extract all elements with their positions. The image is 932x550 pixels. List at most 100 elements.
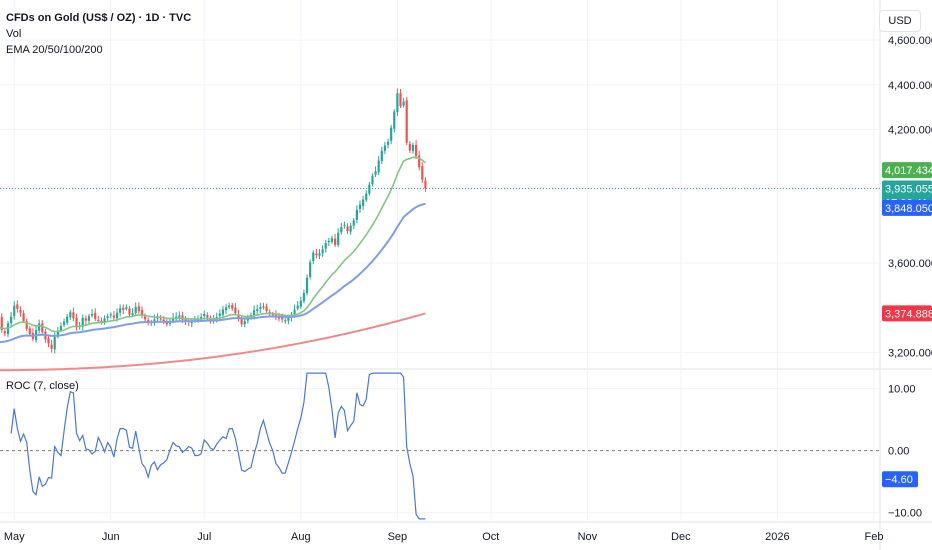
candle-body <box>119 308 122 313</box>
price-tick-label: 4,600.000 <box>888 35 932 47</box>
candle-body <box>399 93 402 107</box>
x-tick-label: Sep <box>388 531 408 543</box>
candle-body <box>271 314 274 316</box>
symbol-title[interactable]: CFDs on Gold (US$ / OZ) · 1D · TVC <box>6 12 192 24</box>
candle-body <box>50 344 53 349</box>
candle-body <box>84 318 87 321</box>
x-tick-label: Dec <box>671 531 691 543</box>
candle-body <box>377 160 380 173</box>
candle-body <box>352 220 355 226</box>
candle-body <box>318 253 321 256</box>
candle-body <box>228 305 231 308</box>
candle-body <box>240 319 243 325</box>
candle-body <box>305 277 309 294</box>
candle-body <box>81 317 84 327</box>
candle-body <box>262 306 265 308</box>
candle-body <box>414 144 418 157</box>
candle-body <box>411 144 415 152</box>
price-tick-label: 3,200.000 <box>888 347 932 359</box>
x-tick-label: Feb <box>864 531 883 543</box>
candle-body <box>386 141 390 145</box>
candle-body <box>47 338 50 344</box>
vol-legend[interactable]: Vol <box>6 28 22 40</box>
candle-body <box>75 317 78 328</box>
candle-body <box>309 262 312 277</box>
candle-body <box>418 155 421 168</box>
candle-body <box>259 306 262 310</box>
candle-body <box>125 307 128 309</box>
x-tick-label: 2026 <box>765 531 789 543</box>
candle-body <box>312 252 315 262</box>
candle-body <box>337 232 340 245</box>
candle-body <box>25 321 28 329</box>
candle-body <box>231 304 234 309</box>
x-tick-label: Jul <box>197 531 211 543</box>
candle-body <box>380 150 383 162</box>
roc-tick-label: 0.00 <box>888 446 909 458</box>
candle-body <box>28 328 31 335</box>
candle-body <box>0 316 3 331</box>
candle-body <box>243 321 246 325</box>
candle-body <box>131 313 134 316</box>
candle-body <box>140 310 144 316</box>
ema50-value-label: 3,848.050 <box>885 203 932 215</box>
candle-body <box>355 210 358 220</box>
candle-body <box>94 312 97 319</box>
candle-body <box>237 314 240 319</box>
candle-body <box>265 306 268 311</box>
candle-body <box>393 111 396 129</box>
candle-body <box>115 312 119 319</box>
candle-body <box>234 307 237 314</box>
candle-body <box>327 240 330 242</box>
ema20-line <box>0 156 426 333</box>
candle-body <box>424 180 427 189</box>
candle-body <box>421 166 424 180</box>
x-tick-label: May <box>4 531 25 543</box>
roc-line <box>10 372 426 520</box>
roc-legend-title[interactable]: ROC (7, close) <box>6 380 79 392</box>
candle-body <box>66 316 69 323</box>
candle-body <box>19 310 22 313</box>
price-tick-label: 4,200.000 <box>888 124 932 136</box>
candle-body <box>112 315 116 318</box>
candle-body <box>299 300 302 307</box>
candle-body <box>346 226 349 232</box>
ema50-value-label-bg <box>882 199 932 216</box>
candle-body <box>256 309 259 312</box>
x-tick-label: Jun <box>102 531 120 543</box>
candle-body <box>362 199 365 206</box>
ema-legend[interactable]: EMA 20/50/100/200 <box>6 44 103 56</box>
roc-tick-label: −10.00 <box>888 508 922 520</box>
candle-body <box>3 331 6 334</box>
candle-body <box>405 100 408 143</box>
candle-body <box>178 315 181 318</box>
candle-body <box>333 238 337 245</box>
candle-body <box>365 193 368 201</box>
candle-body <box>147 319 150 323</box>
candle-body <box>206 315 209 318</box>
ema200-value-label-bg <box>882 305 932 322</box>
x-tick-label: Nov <box>578 531 598 543</box>
candle-body <box>196 319 200 321</box>
ema20-value-label-bg <box>882 162 932 179</box>
candle-body <box>53 336 56 350</box>
candle-body <box>368 184 371 194</box>
main-legend: CFDs on Gold (US$ / OZ) · 1D · TVC Vol E… <box>6 10 191 58</box>
currency-button[interactable]: USD <box>879 10 921 32</box>
candle-body <box>390 127 393 141</box>
candle-body <box>281 317 284 320</box>
candle-body <box>128 308 131 315</box>
candle-body <box>396 93 399 113</box>
candle-body <box>16 304 19 309</box>
candle-body <box>165 322 168 325</box>
candles <box>0 88 427 354</box>
candle-body <box>293 309 296 314</box>
candle-body <box>62 321 66 325</box>
candle-body <box>218 313 221 317</box>
candle-body <box>349 225 352 232</box>
candle-body <box>143 316 147 320</box>
candle-body <box>200 317 203 319</box>
ema200-line <box>0 312 426 372</box>
